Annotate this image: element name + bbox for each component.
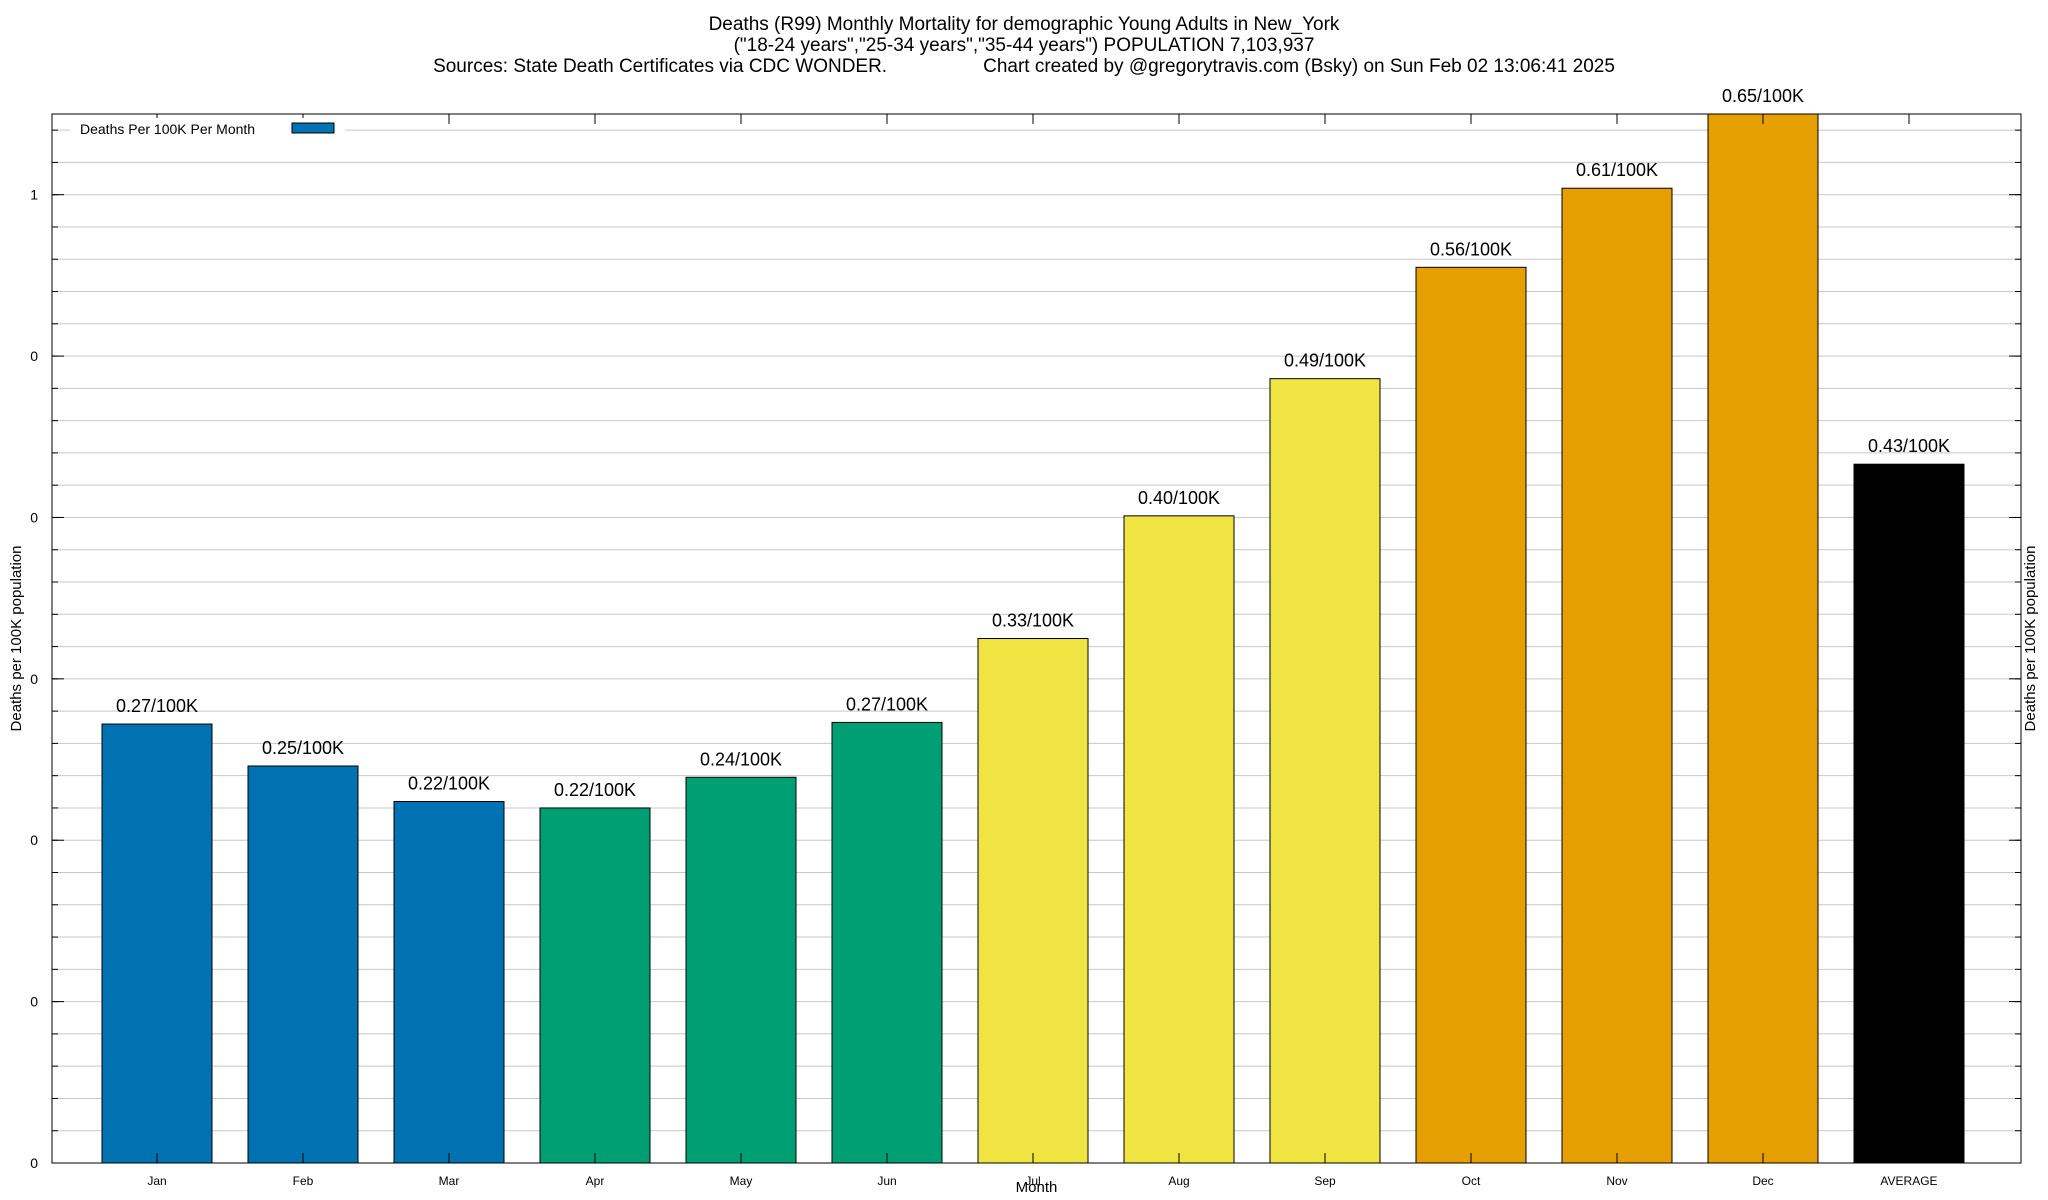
x-tick-label-feb: Feb bbox=[293, 1174, 314, 1188]
bar-average bbox=[1853, 463, 1965, 1164]
x-tick-label-average: AVERAGE bbox=[1880, 1174, 1937, 1188]
bar-apr bbox=[539, 807, 651, 1164]
y-tick-label: 0 bbox=[30, 1155, 38, 1171]
data-label-oct: 0.56/100K bbox=[1430, 239, 1512, 259]
chart-source-line: Sources: State Death Certificates via CD… bbox=[0, 56, 2048, 77]
bar-jan bbox=[101, 723, 213, 1164]
y-tick-label: 1 bbox=[30, 187, 38, 203]
bar-may bbox=[685, 776, 797, 1164]
y-tick-label: 0 bbox=[30, 832, 38, 848]
bar-mar bbox=[393, 800, 505, 1164]
x-tick-label-aug: Aug bbox=[1168, 1174, 1189, 1188]
data-label-jul: 0.33/100K bbox=[992, 611, 1074, 631]
data-label-nov: 0.61/100K bbox=[1576, 160, 1658, 180]
x-tick-label-apr: Apr bbox=[586, 1174, 605, 1188]
x-tick-label-may: May bbox=[730, 1174, 753, 1188]
legend-background bbox=[70, 118, 345, 140]
data-label-feb: 0.25/100K bbox=[262, 738, 344, 758]
bar-feb bbox=[247, 765, 359, 1164]
bar-jun bbox=[831, 721, 943, 1164]
chart-titles: Deaths (R99) Monthly Mortality for demog… bbox=[0, 14, 2048, 77]
x-tick-label-jul: Jul bbox=[1025, 1174, 1040, 1188]
y-tick-label: 0 bbox=[30, 509, 38, 525]
bars bbox=[101, 113, 1965, 1164]
data-label-aug: 0.40/100K bbox=[1138, 488, 1220, 508]
legend-swatch bbox=[291, 122, 335, 134]
bar-dec bbox=[1707, 113, 1819, 1164]
bar-jul bbox=[977, 638, 1089, 1164]
chart-source: Sources: State Death Certificates via CD… bbox=[433, 56, 888, 77]
value-labels: 0.27/100K 0.25/100K 0.22/100K 0.22/100K 0.24… bbox=[116, 86, 1950, 800]
data-label-may: 0.24/100K bbox=[700, 749, 782, 769]
data-label-apr: 0.22/100K bbox=[554, 780, 636, 800]
x-tick-label-nov: Nov bbox=[1606, 1174, 1627, 1188]
y-axis-title: Deaths per 100K population bbox=[8, 546, 25, 732]
data-label-sep: 0.49/100K bbox=[1284, 351, 1366, 371]
bar-oct bbox=[1415, 266, 1527, 1164]
plot-frame bbox=[51, 113, 2022, 1164]
chart-subtitle: ("18-24 years","25-34 years","35-44 year… bbox=[733, 35, 1315, 56]
x-tick-label-oct: Oct bbox=[1462, 1174, 1481, 1188]
y-tick-label: 0 bbox=[30, 671, 38, 687]
bar-nov bbox=[1561, 187, 1673, 1164]
y-tick-label: 0 bbox=[30, 348, 38, 364]
y-tick-label: 0 bbox=[30, 994, 38, 1010]
x-tick-label-dec: Dec bbox=[1752, 1174, 1773, 1188]
x-tick-label-jun: Jun bbox=[877, 1174, 896, 1188]
chart-credit: Chart created by @gregorytravis.com (Bsk… bbox=[983, 56, 1615, 77]
x-tick-label-sep: Sep bbox=[1314, 1174, 1336, 1188]
bar-sep bbox=[1269, 378, 1381, 1164]
x-tick-label-mar: Mar bbox=[439, 1174, 460, 1188]
y2-axis-title: Deaths per 100K population bbox=[2022, 546, 2039, 732]
x-tick-label-jan: Jan bbox=[147, 1174, 166, 1188]
legend: Deaths Per 100K Per Month bbox=[70, 118, 345, 140]
x-axis-title: Month bbox=[1016, 1179, 1058, 1196]
bar-aug bbox=[1123, 515, 1235, 1164]
legend-label: Deaths Per 100K Per Month bbox=[80, 121, 255, 137]
data-label-jan: 0.27/100K bbox=[116, 696, 198, 716]
chart-title: Deaths (R99) Monthly Mortality for demog… bbox=[708, 14, 1340, 35]
axis-ticks: 0 0 0 0 0 0 1 Jan Feb Mar Apr May Jun Jul Aug Sep Oct Nov… bbox=[30, 114, 2021, 1188]
data-label-jun: 0.27/100K bbox=[846, 694, 928, 714]
data-label-mar: 0.22/100K bbox=[408, 773, 490, 793]
data-label-average: 0.43/100K bbox=[1868, 436, 1950, 456]
data-label-dec: 0.65/100K bbox=[1722, 86, 1804, 106]
